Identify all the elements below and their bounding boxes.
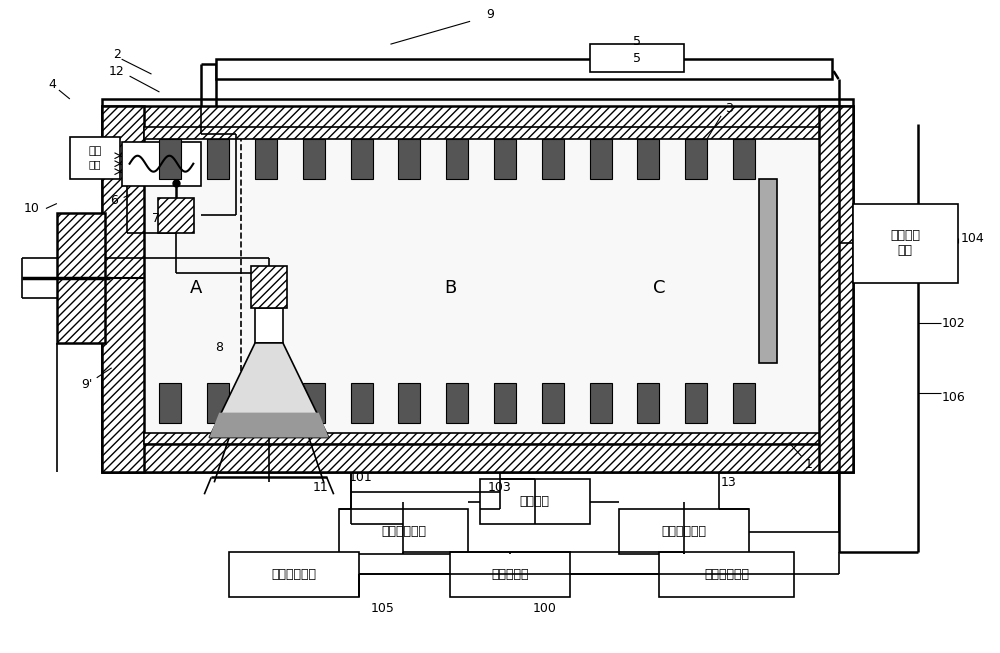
- Bar: [351, 383, 373, 422]
- Bar: [303, 139, 325, 179]
- Text: 温度控制单元: 温度控制单元: [381, 525, 426, 538]
- Text: 7: 7: [152, 212, 160, 225]
- Text: 100: 100: [533, 602, 557, 615]
- Bar: [207, 139, 229, 179]
- Bar: [685, 139, 707, 179]
- Bar: [102, 106, 144, 472]
- Text: 6: 6: [110, 194, 118, 207]
- Bar: [255, 383, 277, 422]
- Text: A: A: [190, 279, 202, 297]
- Text: 流量控制单元: 流量控制单元: [662, 525, 707, 538]
- Bar: [446, 139, 468, 179]
- Bar: [251, 266, 287, 308]
- Text: 8: 8: [215, 342, 223, 355]
- Bar: [759, 179, 777, 363]
- Bar: [590, 44, 684, 72]
- Bar: [590, 139, 612, 179]
- Bar: [590, 383, 612, 422]
- Bar: [494, 383, 516, 422]
- Polygon shape: [209, 413, 329, 438]
- Bar: [255, 139, 277, 179]
- Bar: [158, 198, 194, 233]
- Bar: [853, 204, 958, 283]
- Bar: [542, 139, 564, 179]
- Bar: [398, 139, 420, 179]
- Text: B: B: [444, 279, 456, 297]
- Text: 9': 9': [81, 378, 92, 391]
- Bar: [144, 127, 819, 139]
- Bar: [819, 106, 853, 472]
- Text: 载气: 载气: [88, 146, 101, 156]
- Polygon shape: [209, 343, 329, 438]
- Text: 13: 13: [721, 476, 737, 489]
- Text: 9: 9: [486, 8, 494, 21]
- Text: 电源模块: 电源模块: [520, 495, 550, 508]
- Bar: [159, 383, 181, 422]
- Bar: [494, 139, 516, 179]
- Text: 湿度传感
单元: 湿度传感 单元: [890, 229, 920, 257]
- Bar: [637, 139, 659, 179]
- Bar: [542, 383, 564, 422]
- Bar: [398, 383, 420, 422]
- Bar: [685, 383, 707, 422]
- Text: 3: 3: [725, 103, 733, 116]
- Text: 按键输入单元: 按键输入单元: [704, 568, 749, 581]
- Bar: [144, 432, 819, 445]
- Bar: [450, 552, 570, 597]
- Bar: [216, 59, 832, 79]
- Text: 5: 5: [633, 52, 641, 65]
- Bar: [733, 139, 755, 179]
- Text: 1: 1: [805, 458, 813, 471]
- Bar: [659, 552, 794, 597]
- Bar: [102, 106, 853, 134]
- Bar: [57, 214, 105, 343]
- Bar: [255, 308, 283, 343]
- Bar: [303, 383, 325, 422]
- Bar: [446, 383, 468, 422]
- Bar: [102, 99, 853, 472]
- Text: 液晶显示单元: 液晶显示单元: [271, 568, 316, 581]
- Text: 11: 11: [313, 481, 329, 494]
- Text: 101: 101: [349, 471, 372, 484]
- Bar: [619, 509, 749, 554]
- Text: 处理器单元: 处理器单元: [491, 568, 529, 581]
- Bar: [102, 445, 853, 472]
- Bar: [339, 509, 468, 554]
- Bar: [122, 142, 201, 185]
- Bar: [637, 383, 659, 422]
- Text: 104: 104: [961, 232, 985, 245]
- Text: 4: 4: [48, 78, 56, 91]
- Text: 10: 10: [24, 202, 40, 215]
- Text: C: C: [653, 279, 666, 297]
- Text: 载气: 载气: [88, 159, 101, 168]
- Bar: [70, 137, 120, 179]
- Text: 103: 103: [488, 481, 512, 494]
- Text: 105: 105: [371, 602, 394, 615]
- Text: 12: 12: [109, 65, 125, 78]
- Text: 5: 5: [633, 35, 641, 48]
- Text: 2: 2: [113, 48, 121, 61]
- Bar: [733, 383, 755, 422]
- Bar: [144, 134, 819, 445]
- Bar: [351, 139, 373, 179]
- Bar: [207, 383, 229, 422]
- Bar: [159, 139, 181, 179]
- Text: 106: 106: [941, 391, 965, 404]
- Text: 102: 102: [941, 317, 965, 330]
- Bar: [480, 479, 590, 524]
- Bar: [229, 552, 359, 597]
